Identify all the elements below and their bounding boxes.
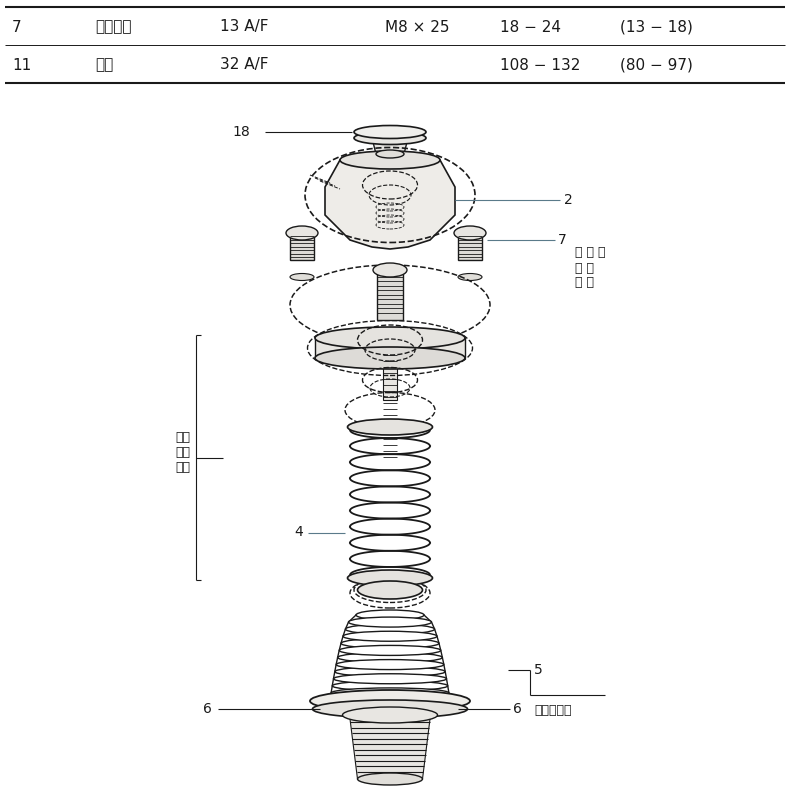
Ellipse shape <box>290 274 314 281</box>
Ellipse shape <box>313 700 468 718</box>
Text: (80 − 97): (80 − 97) <box>620 58 693 73</box>
Text: 波纹管组件: 波纹管组件 <box>534 703 571 717</box>
Polygon shape <box>458 233 482 260</box>
Text: 弹 簧 室: 弹 簧 室 <box>575 246 605 259</box>
Text: 压力: 压力 <box>175 431 190 444</box>
Ellipse shape <box>343 707 438 723</box>
Text: 6: 6 <box>513 702 522 716</box>
Ellipse shape <box>458 274 482 281</box>
Text: 六 角: 六 角 <box>575 262 594 275</box>
Ellipse shape <box>286 226 318 240</box>
Ellipse shape <box>358 581 423 599</box>
Text: 螺 栓: 螺 栓 <box>575 277 594 290</box>
Text: 阀座: 阀座 <box>95 58 113 73</box>
Ellipse shape <box>345 624 435 634</box>
Text: 11: 11 <box>12 58 32 73</box>
Polygon shape <box>383 355 397 400</box>
Polygon shape <box>290 233 314 260</box>
Text: 弹簧: 弹簧 <box>175 461 190 474</box>
Ellipse shape <box>339 646 441 655</box>
Ellipse shape <box>376 150 404 158</box>
Text: M8 × 25: M8 × 25 <box>385 19 450 34</box>
Text: 18 − 24: 18 − 24 <box>500 19 561 34</box>
Ellipse shape <box>348 419 432 435</box>
Ellipse shape <box>315 347 465 369</box>
Polygon shape <box>325 160 455 249</box>
Text: 13 A/F: 13 A/F <box>220 19 269 34</box>
Ellipse shape <box>454 226 486 240</box>
Ellipse shape <box>335 666 446 677</box>
Text: 4: 4 <box>294 526 303 539</box>
Ellipse shape <box>358 773 423 785</box>
Ellipse shape <box>348 617 431 627</box>
Ellipse shape <box>373 263 407 277</box>
Text: 108 − 132: 108 − 132 <box>500 58 581 73</box>
Ellipse shape <box>337 653 442 662</box>
Text: 18: 18 <box>232 125 250 139</box>
Ellipse shape <box>333 674 446 684</box>
Text: (13 − 18): (13 − 18) <box>620 19 693 34</box>
Ellipse shape <box>348 570 432 586</box>
Ellipse shape <box>333 681 448 691</box>
Ellipse shape <box>354 131 426 145</box>
Text: 调节: 调节 <box>175 446 190 459</box>
Ellipse shape <box>340 151 440 169</box>
Polygon shape <box>315 338 465 358</box>
Ellipse shape <box>331 688 449 698</box>
Ellipse shape <box>336 659 444 670</box>
Polygon shape <box>350 719 430 779</box>
Text: 7: 7 <box>558 233 566 247</box>
Ellipse shape <box>354 126 426 138</box>
Text: 2: 2 <box>564 193 573 207</box>
Text: 六角螺栓: 六角螺栓 <box>95 19 131 34</box>
Text: 5: 5 <box>534 663 543 677</box>
Text: 32 A/F: 32 A/F <box>220 58 269 73</box>
Ellipse shape <box>356 610 424 620</box>
Polygon shape <box>372 138 408 154</box>
Ellipse shape <box>310 690 470 712</box>
Ellipse shape <box>341 638 439 648</box>
Ellipse shape <box>343 631 437 642</box>
Polygon shape <box>377 270 403 320</box>
Polygon shape <box>383 585 397 597</box>
Ellipse shape <box>315 327 465 349</box>
Text: 6: 6 <box>203 702 212 716</box>
Ellipse shape <box>363 578 417 596</box>
Text: 7: 7 <box>12 19 21 34</box>
Ellipse shape <box>330 695 450 705</box>
